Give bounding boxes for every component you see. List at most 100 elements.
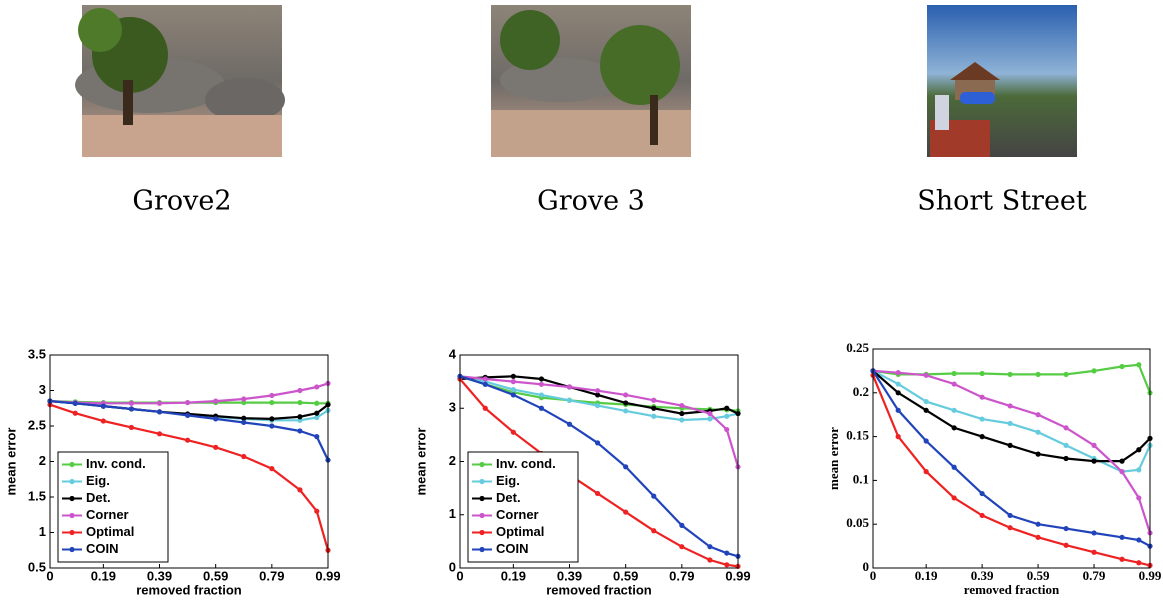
x-axis-label: removed fraction (136, 582, 242, 597)
point-marker (594, 392, 601, 398)
point-marker (1035, 371, 1041, 378)
plot-frame (49, 354, 329, 569)
y-tick-label: 3.5 (28, 346, 46, 361)
point-marker (297, 387, 303, 394)
series-line (459, 375, 739, 558)
point-marker (1035, 429, 1041, 435)
x-tick-label: 0.19 (91, 568, 116, 583)
series-line (872, 370, 1151, 548)
point-marker (895, 390, 901, 396)
point-marker (679, 544, 685, 550)
point-marker (923, 398, 929, 405)
point-marker (1091, 368, 1097, 374)
image-short-street (927, 5, 1077, 157)
point-marker (1119, 534, 1125, 540)
point-marker (979, 434, 985, 440)
point-marker (297, 487, 303, 493)
y-tick-label: 0.05 (846, 515, 869, 530)
point-marker (184, 412, 191, 418)
point-marker (594, 402, 601, 409)
legend-box (467, 451, 579, 563)
point-marker (623, 464, 629, 470)
point-marker (128, 406, 135, 412)
legend-marker (479, 461, 485, 468)
point-marker (482, 376, 488, 382)
point-marker (1091, 458, 1097, 464)
point-marker (923, 372, 929, 378)
image-grove3 (491, 5, 691, 157)
y-tick-label: 2 (39, 453, 46, 468)
point-marker (979, 394, 985, 400)
point-marker (213, 416, 219, 422)
legend-label: Eig. (86, 473, 110, 488)
y-tick-label: 1.5 (28, 488, 46, 503)
legend-marker (479, 546, 485, 553)
point-marker (651, 397, 657, 403)
y-tick-label: 0 (449, 559, 456, 574)
point-marker (314, 384, 320, 390)
x-tick-label: 0.79 (259, 568, 284, 583)
legend-marker (69, 461, 75, 468)
point-marker (1091, 530, 1097, 536)
series-line (459, 375, 739, 422)
point-marker (895, 434, 901, 440)
point-marker (979, 416, 985, 422)
y-tick-label: 1 (449, 506, 456, 521)
x-tick-label: 0 (870, 568, 877, 583)
point-marker (510, 379, 516, 385)
y-tick-label: 0.2 (853, 384, 869, 399)
y-axis-label: mean error (826, 427, 841, 490)
x-tick-label: 0.19 (501, 568, 526, 583)
point-marker (1007, 512, 1013, 519)
y-tick-label: 0.1 (853, 471, 869, 486)
point-marker (510, 373, 516, 379)
image-caption: Short Street (917, 186, 1087, 217)
y-tick-label: 0.5 (28, 559, 46, 574)
point-marker (100, 418, 106, 424)
chart: 0 1 2 3 4 0 0.19 0.39 0.59 0.79 0.99 removed fracti… (413, 346, 750, 597)
x-tick-label: 0.39 (971, 568, 994, 583)
series-line (49, 400, 329, 461)
point-marker (707, 544, 713, 550)
point-marker (482, 381, 488, 387)
point-marker (895, 381, 901, 387)
point-marker (979, 512, 985, 519)
point-marker (923, 407, 929, 413)
legend-label: Optimal (86, 524, 134, 539)
y-tick-label: 4 (449, 346, 457, 361)
point-marker (1063, 542, 1069, 548)
point-marker (314, 434, 320, 440)
point-marker (566, 384, 573, 390)
point-marker (951, 370, 957, 377)
x-tick-label: 0 (456, 568, 463, 583)
point-marker (651, 413, 657, 419)
point-marker (724, 550, 730, 556)
legend-label: Inv. cond. (496, 456, 556, 471)
point-marker (1091, 442, 1097, 448)
series-line (459, 375, 739, 415)
y-tick-label: 3 (449, 400, 456, 415)
point-marker (1136, 560, 1142, 566)
legend-label: Inv. cond. (86, 456, 146, 471)
legend-label: Det. (496, 490, 521, 505)
series-line (871, 374, 1151, 567)
point-marker (724, 562, 730, 568)
point-marker (1136, 537, 1142, 543)
x-tick-label: 0.59 (203, 568, 228, 583)
point-marker (314, 414, 320, 421)
point-marker (651, 405, 657, 411)
point-marker (651, 493, 657, 499)
point-marker (184, 437, 191, 443)
point-marker (538, 376, 545, 382)
point-marker (1091, 549, 1097, 555)
y-axis-label: mean error (3, 428, 18, 496)
point-marker (623, 509, 629, 515)
y-tick-label: 0.15 (846, 428, 869, 443)
point-marker (510, 392, 516, 398)
legend-label: Corner (86, 507, 129, 522)
point-marker (213, 398, 219, 404)
point-marker (895, 370, 901, 376)
point-marker (213, 444, 219, 450)
point-marker (1063, 425, 1069, 431)
